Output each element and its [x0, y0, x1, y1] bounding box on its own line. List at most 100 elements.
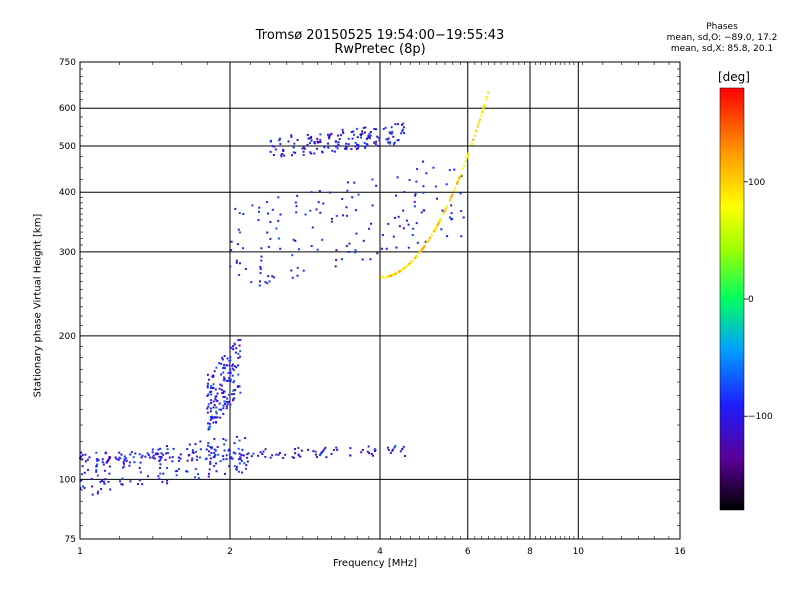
echo-point [138, 466, 141, 469]
echo-point [196, 455, 199, 458]
echo-point [209, 410, 212, 413]
echo-point [259, 451, 262, 454]
echo-point [233, 442, 236, 445]
colorbar-ticks: 100 0 −100 [744, 178, 773, 422]
echo-point [318, 189, 321, 192]
echo-point [304, 213, 307, 216]
echo-point [129, 453, 132, 456]
echo-point [310, 135, 313, 138]
echo-point [211, 375, 214, 378]
echo-point [191, 451, 194, 454]
echo-point [186, 470, 189, 473]
echo-point [375, 140, 378, 143]
echo-point [215, 399, 218, 402]
echo-point [97, 490, 100, 493]
echo-point [319, 453, 322, 456]
echo-point [237, 352, 240, 355]
echo-point [346, 189, 349, 192]
echo-point [407, 246, 410, 249]
echo-point [329, 133, 332, 136]
echo-point [336, 147, 339, 150]
echo-point [223, 366, 226, 369]
echo-point [311, 226, 314, 229]
echo-point [215, 421, 218, 424]
echo-point [347, 250, 350, 253]
echo-point [99, 480, 102, 483]
echo-point [453, 168, 456, 171]
echo-point [273, 145, 276, 148]
echo-point [393, 446, 396, 449]
x-tick-label: 16 [674, 547, 686, 557]
echo-point [139, 471, 142, 474]
echo-point [218, 362, 221, 365]
echo-point [476, 125, 479, 128]
phase-stats-o: mean, sd,O: −89.0, 17.2 [666, 33, 778, 43]
echo-point [306, 143, 309, 146]
echo-point [195, 458, 198, 461]
echo-point [149, 456, 152, 459]
echo-point [261, 452, 264, 455]
echo-point [233, 365, 236, 368]
echo-point [220, 388, 223, 391]
echo-point [231, 364, 234, 367]
echo-point [123, 459, 126, 462]
echo-point [361, 130, 364, 133]
echo-point [214, 398, 217, 401]
echo-point [151, 451, 154, 454]
echo-point [234, 207, 237, 210]
x-tick-label: 10 [573, 547, 585, 557]
echo-point [269, 220, 272, 223]
echo-point [214, 388, 217, 391]
echo-point [206, 386, 209, 389]
echo-point [88, 456, 91, 459]
echo-point [176, 470, 179, 473]
echo-point [303, 147, 306, 150]
echo-point [205, 448, 208, 451]
echo-point [246, 460, 249, 463]
echo-point [271, 208, 274, 211]
echo-point [212, 400, 215, 403]
echo-point [216, 400, 219, 403]
echo-point [308, 137, 311, 140]
echo-point [235, 366, 238, 369]
echo-point [386, 275, 389, 278]
echo-point [290, 134, 293, 137]
echo-point [208, 425, 211, 428]
echo-point [134, 452, 137, 455]
echo-point [235, 259, 238, 262]
echo-point [291, 254, 294, 257]
echo-point [278, 138, 281, 141]
echo-point [401, 268, 404, 271]
echo-point [226, 357, 229, 360]
echo-point [414, 192, 417, 195]
echo-point [123, 462, 126, 465]
echo-point [227, 400, 230, 403]
echo-point [137, 483, 140, 486]
echo-point [352, 133, 355, 136]
echo-point [229, 346, 232, 349]
echo-point [412, 227, 415, 230]
echo-point [215, 410, 218, 413]
echo-point [445, 206, 448, 209]
echo-point [382, 276, 385, 279]
echo-point [158, 459, 161, 462]
echo-point [369, 130, 372, 133]
echo-point [133, 461, 136, 464]
echo-point [456, 182, 459, 185]
echo-point [194, 443, 197, 446]
echo-point [233, 342, 236, 345]
echo-point [215, 470, 218, 473]
echo-point [354, 145, 357, 148]
echo-point [238, 452, 241, 455]
echo-point [309, 142, 312, 145]
echo-point [209, 407, 212, 410]
echo-point [450, 204, 453, 207]
echo-point [459, 192, 462, 195]
x-tick-label: 2 [227, 547, 233, 557]
echo-point [280, 155, 283, 158]
echo-point [219, 383, 222, 386]
echo-point [392, 143, 395, 146]
phase-stats-label: Phases [706, 22, 738, 32]
echo-point [226, 379, 229, 382]
echo-point [299, 455, 302, 458]
